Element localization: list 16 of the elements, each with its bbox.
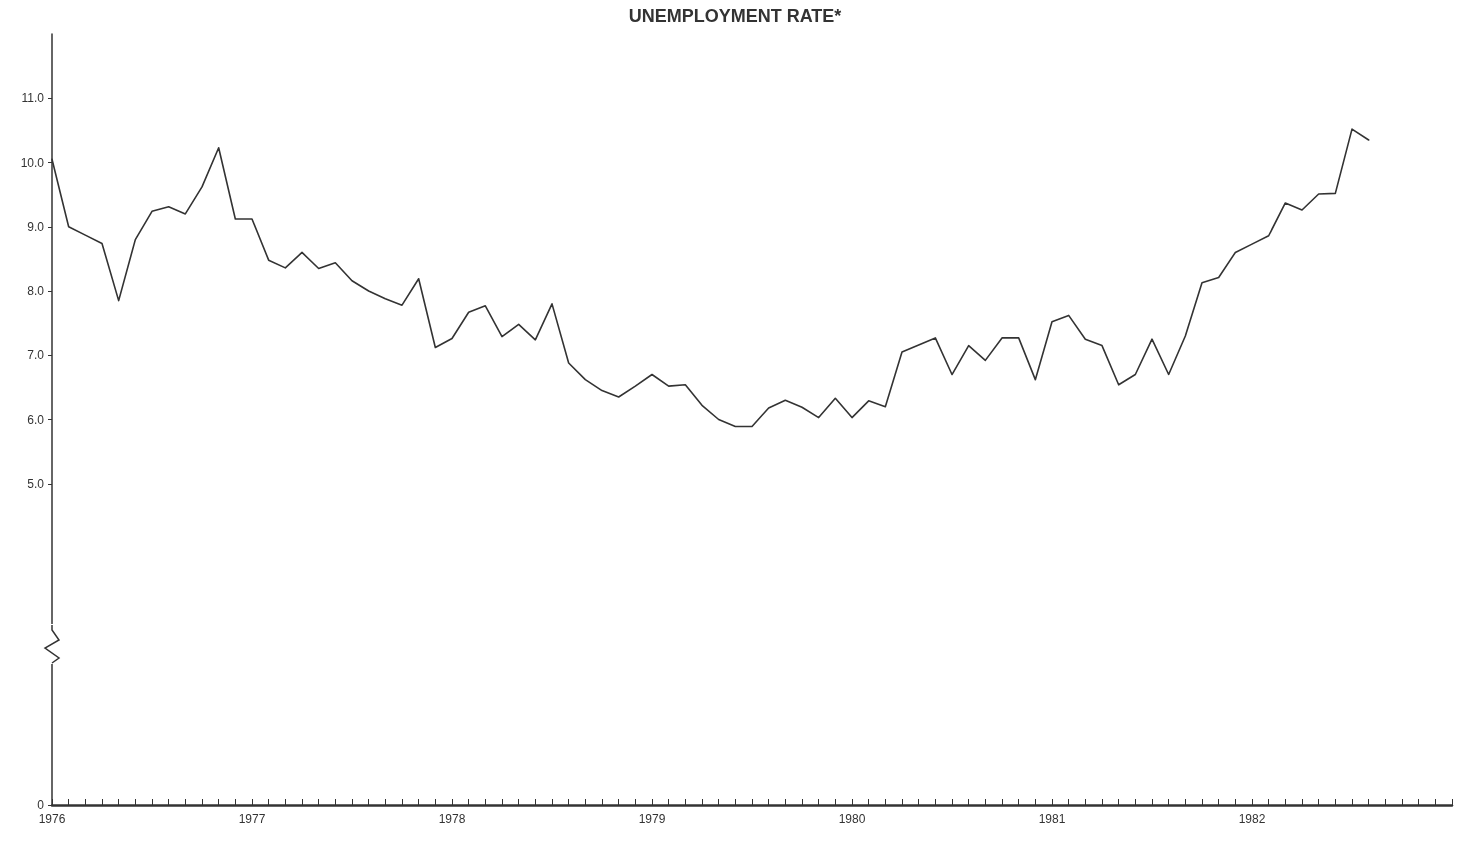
y-tick-label: 11.0 [21, 91, 45, 106]
y-tick-label: 8.0 [27, 284, 45, 298]
y-tick-label: 6.0 [27, 412, 45, 427]
y-tick-label: 7.0 [27, 348, 45, 363]
y-tick-label: 9.0 [27, 219, 45, 234]
x-tick-label: 1981 [1038, 812, 1066, 826]
y-tick-label: 10.0 [20, 155, 45, 170]
x-tick-label: 1982 [1238, 812, 1266, 826]
y-tick-label: 5.0 [27, 476, 45, 491]
x-tick-label: 1976 [38, 812, 66, 826]
chart-title: UNEMPLOYMENT RATE* [628, 6, 842, 26]
x-tick-label: 1978 [438, 812, 466, 826]
x-tick-label: 1979 [638, 812, 666, 826]
x-tick-label: 1977 [238, 812, 266, 826]
x-tick-label: 1980 [838, 812, 866, 826]
y-tick-label: 0 [37, 798, 45, 812]
